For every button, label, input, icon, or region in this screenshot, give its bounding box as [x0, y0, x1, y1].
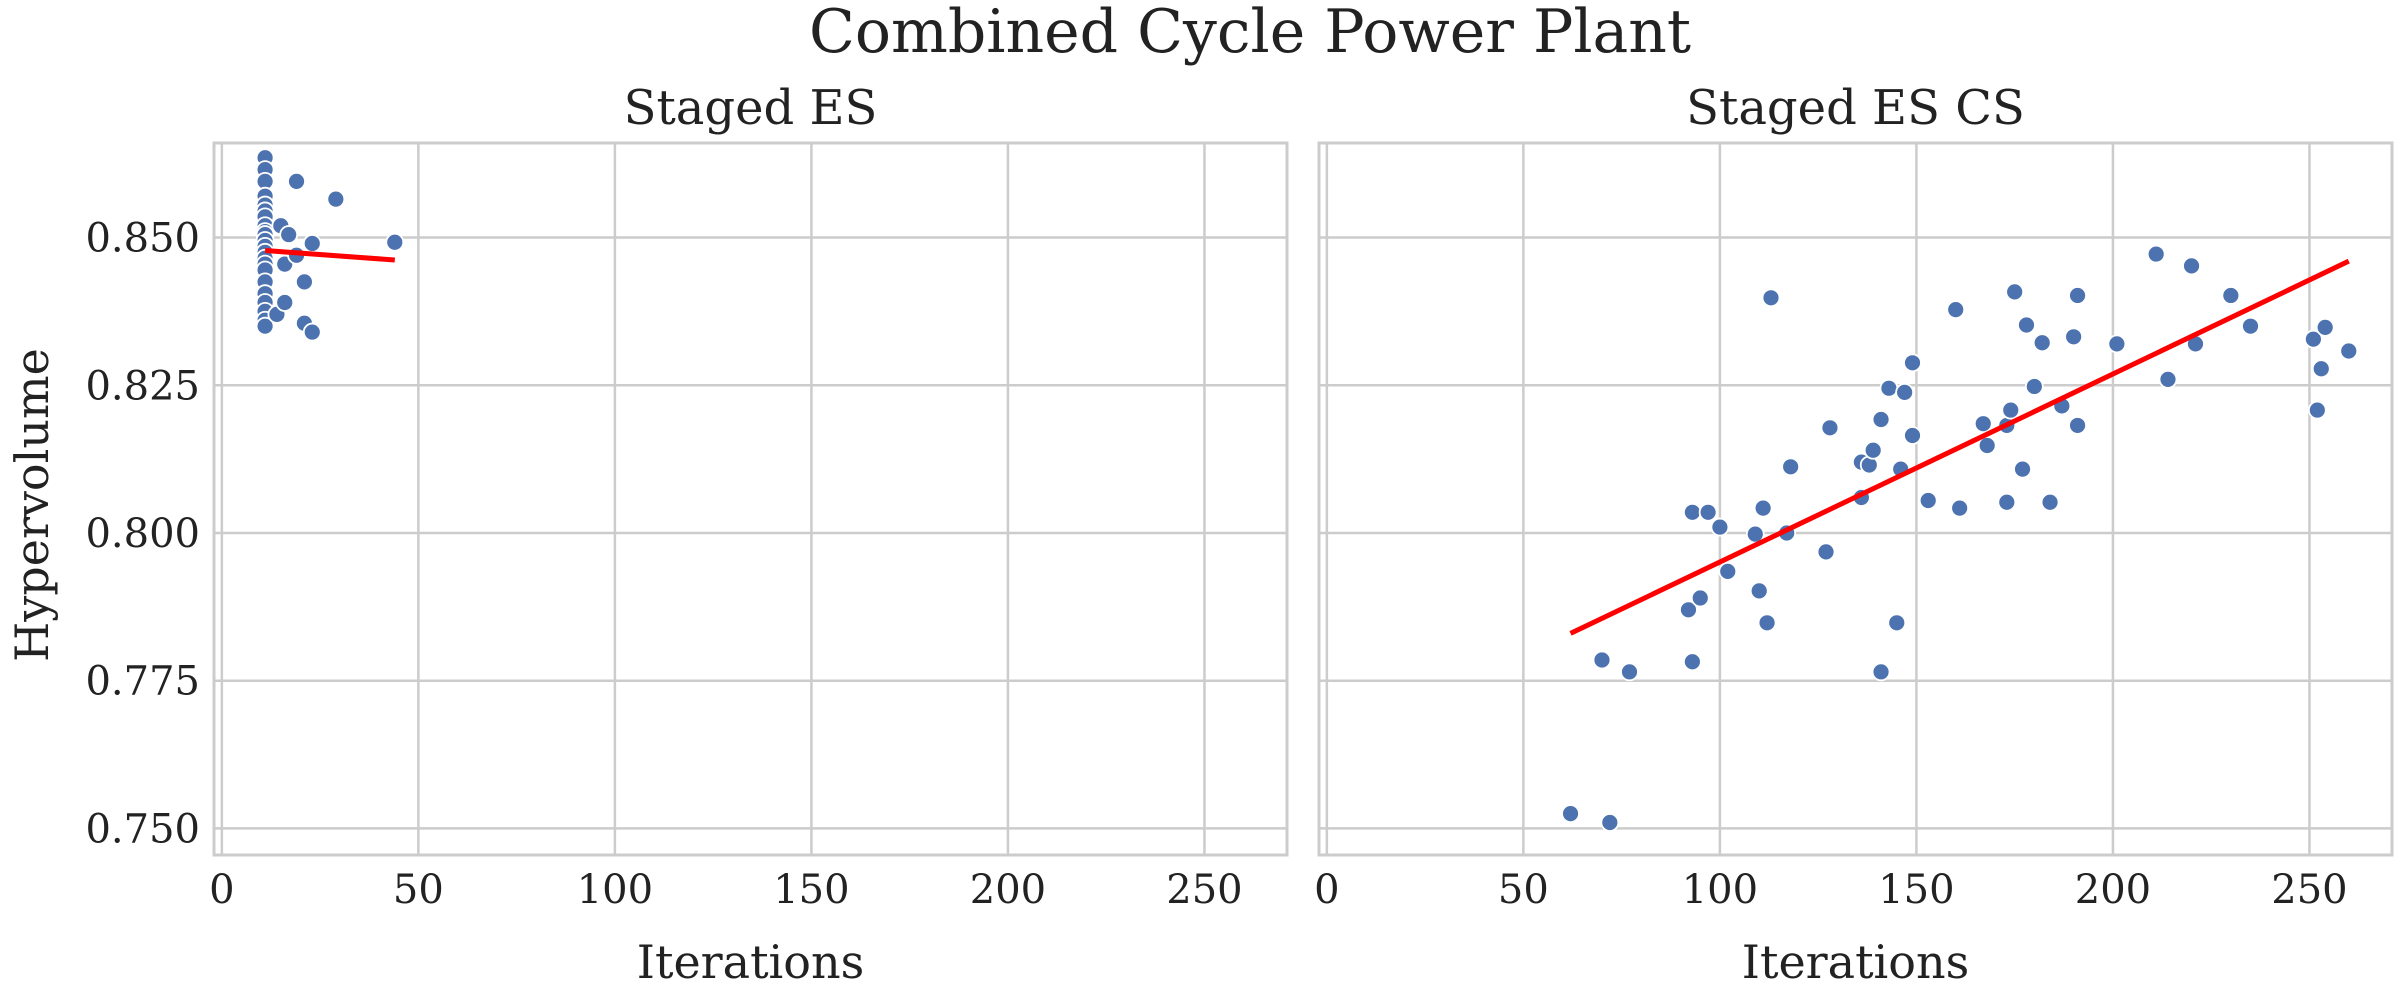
- data-point: [2040, 492, 2060, 512]
- data-point: [2339, 341, 2359, 361]
- data-point: [1871, 662, 1891, 682]
- data-point: [2068, 416, 2087, 435]
- data-point: [2001, 400, 2021, 420]
- data-point: [2017, 315, 2036, 335]
- data-point: [2005, 282, 2025, 302]
- data-point: [1816, 542, 1836, 562]
- regression-line: [1569, 258, 2350, 636]
- y-tick-label: 0.775: [85, 659, 200, 705]
- panels-group: 0 50 100 150 200 250 0.750 0.775 0.800 0.825 0.850…: [85, 80, 2394, 989]
- data-point: [1757, 613, 1777, 633]
- data-point: [1561, 804, 1580, 824]
- data-point: [1682, 652, 1702, 672]
- data-point: [1820, 418, 1840, 438]
- data-point: [1753, 498, 1773, 518]
- data-point: [2303, 329, 2323, 349]
- data-point: [2068, 286, 2087, 305]
- data-point: [2311, 359, 2331, 379]
- data-point: [1690, 588, 1710, 608]
- x-tick-label: 50: [1498, 867, 1549, 913]
- plot-frame: [1317, 141, 2394, 857]
- data-point: [1895, 382, 1915, 402]
- data-point: [2307, 400, 2327, 420]
- y-axis-label: Hypervolume: [5, 348, 59, 662]
- x-tick-label: 250: [2271, 867, 2347, 913]
- data-point: [1950, 498, 1970, 518]
- data-point: [2064, 327, 2084, 347]
- data-point: [2182, 256, 2201, 276]
- data-point: [2315, 317, 2335, 337]
- data-point: [1903, 353, 1922, 373]
- x-tick-label: 200: [2075, 867, 2151, 913]
- data-point: [1592, 650, 1612, 670]
- data-point: [2221, 286, 2241, 305]
- data-point: [2241, 316, 2260, 336]
- data-point: [2146, 244, 2166, 264]
- x-axis-label: Iterations: [1742, 935, 1969, 989]
- data-point: [2107, 334, 2127, 354]
- data-point: [1879, 378, 1899, 398]
- data-point: [1918, 491, 1938, 510]
- regression-line: [264, 248, 395, 263]
- panel-1: 0 50 100 150 200 250 0.750 0.775 0.800 0.825 0.850…: [85, 80, 1289, 989]
- data-point: [1997, 492, 2017, 512]
- data-point: [1903, 426, 1922, 445]
- data-point: [1973, 414, 1993, 434]
- data-point: [1946, 300, 1966, 320]
- data-point: [1682, 502, 1702, 522]
- data-point: [1887, 613, 1907, 633]
- data-point: [1698, 502, 1718, 522]
- data-point: [1679, 600, 1698, 620]
- data-point: [2024, 377, 2044, 396]
- x-tick-label: 50: [393, 867, 444, 913]
- x-tick-label: 0: [1314, 867, 1339, 913]
- x-axis-label: Iterations: [637, 935, 864, 989]
- data-point: [1600, 813, 1620, 832]
- data-point: [385, 232, 405, 252]
- y-tick-label: 0.750: [85, 806, 200, 852]
- plot-frame: [212, 141, 1289, 857]
- data-point: [1761, 288, 1781, 308]
- data-point: [1620, 662, 1639, 682]
- data-point: [255, 316, 275, 336]
- x-tick-label: 150: [773, 867, 849, 913]
- data-point: [294, 272, 314, 292]
- data-point: [2013, 459, 2032, 479]
- x-tick-label: 100: [1682, 867, 1758, 913]
- data-point: [326, 189, 346, 209]
- data-point: [279, 225, 299, 244]
- data-point: [1749, 581, 1769, 601]
- x-tick-label: 250: [1166, 867, 1242, 913]
- x-tick-label: 200: [970, 867, 1046, 913]
- x-tick-label: 0: [209, 867, 234, 913]
- panel-2: 0 50 100 150 200 250 Staged ES CS Iterations: [1314, 80, 2394, 989]
- x-tick-label: 100: [577, 867, 653, 913]
- data-point: [1863, 440, 1883, 460]
- panel-title: Staged ES: [624, 80, 878, 136]
- y-tick-label: 0.825: [85, 363, 200, 409]
- data-point: [302, 234, 322, 253]
- y-tick-label: 0.850: [85, 216, 200, 262]
- data-point: [1871, 410, 1891, 429]
- data-point: [1718, 561, 1738, 581]
- data-point: [1710, 517, 1730, 537]
- data-point: [2158, 369, 2178, 389]
- panel-title: Staged ES CS: [1686, 80, 2025, 136]
- data-point: [275, 293, 295, 312]
- y-tick-label: 0.800: [85, 511, 200, 557]
- data-point: [287, 172, 306, 191]
- data-point: [2032, 333, 2052, 353]
- data-point: [302, 322, 322, 342]
- chart-title: Combined Cycle Power Plant: [809, 0, 1691, 67]
- data-point: [1781, 457, 1801, 477]
- x-tick-label: 150: [1878, 867, 1954, 913]
- data-point: [1977, 436, 1997, 455]
